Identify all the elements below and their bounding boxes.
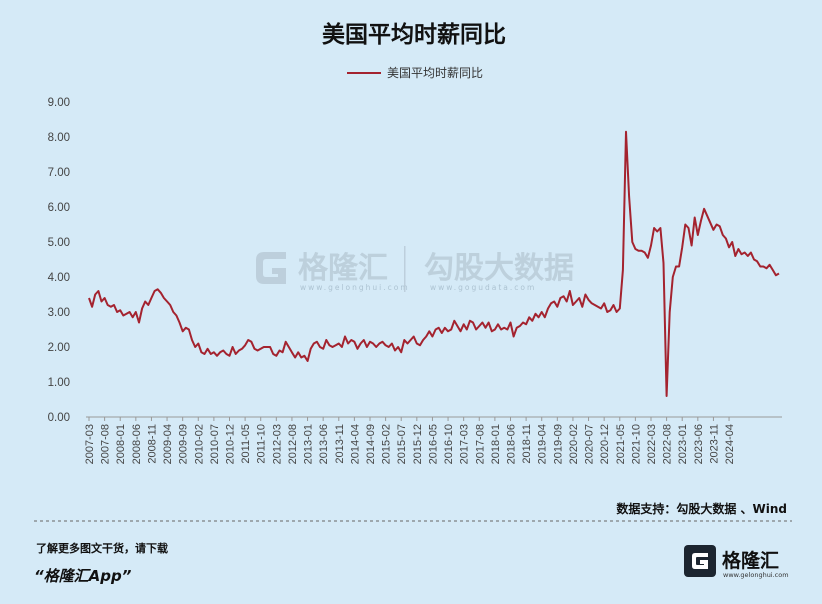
x-tick-label: 2008-06 (131, 424, 143, 464)
x-tick-label: 2020-07 (584, 424, 596, 464)
watermark: 格隆汇 www.gelonghui.com 勾股大数据 www.gogudata… (256, 246, 574, 292)
x-tick-label: 2010-12 (224, 424, 236, 464)
y-tick-label: 5.00 (48, 237, 70, 249)
x-tick-label: 2014-04 (349, 424, 361, 464)
brand-url: www.gelonghui.com (723, 571, 789, 579)
x-tick-label: 2009-04 (162, 424, 174, 464)
x-tick-label: 2007-08 (100, 424, 112, 464)
x-tick-label: 2012-08 (287, 424, 299, 464)
x-tick-label: 2017-03 (459, 424, 471, 464)
y-tick-label: 3.00 (48, 307, 70, 319)
y-tick-label: 0.00 (48, 412, 70, 424)
brand-name: 格隆汇 (722, 549, 779, 572)
watermark-brand-en: www.gelonghui.com (300, 283, 410, 292)
x-tick-label: 2022-08 (662, 424, 674, 464)
x-tick-label: 2016-05 (427, 424, 439, 464)
promo-line-1: 了解更多图文干货，请下载 (36, 541, 168, 555)
watermark-divider (404, 246, 406, 292)
x-tick-label: 2018-06 (505, 424, 517, 464)
x-tick-label: 2015-12 (412, 424, 424, 464)
y-tick-label: 1.00 (48, 377, 70, 389)
y-tick-label: 9.00 (48, 97, 70, 109)
x-tick-label: 2020-12 (599, 424, 611, 464)
y-tick-label: 7.00 (48, 167, 70, 179)
gelonghui-logo-icon (256, 252, 286, 284)
x-tick-label: 2010-02 (193, 424, 205, 464)
x-tick-label: 2023-01 (677, 424, 689, 464)
x-tick-label: 2019-04 (537, 424, 549, 464)
watermark-brand-cn: 格隆汇 (298, 251, 388, 286)
series-line (88, 130, 780, 397)
legend-label: 美国平均时薪同比 (387, 66, 483, 80)
x-tick-label: 2011-05 (240, 424, 252, 464)
y-tick-label: 8.00 (48, 132, 70, 144)
chart-legend: 美国平均时薪同比 (347, 66, 483, 80)
series-group (88, 130, 780, 397)
chart-title: 美国平均时薪同比 (322, 21, 506, 48)
x-tick-label: 2010-07 (209, 424, 221, 464)
x-tick-label: 2020-02 (568, 424, 580, 464)
watermark-data-en: www.gogudata.com (430, 283, 536, 292)
source-note: 数据支持：勾股大数据 、Wind (616, 501, 787, 516)
brand-logo: 格隆汇 www.gelonghui.com (684, 545, 789, 579)
x-tick-label: 2018-01 (490, 424, 502, 464)
x-tick-label: 2007-03 (84, 424, 96, 464)
x-tick-label: 2023-06 (693, 424, 705, 464)
x-tick-label: 2017-08 (474, 424, 486, 464)
y-tick-label: 6.00 (48, 202, 70, 214)
watermark-data-cn: 勾股大数据 (424, 251, 574, 286)
x-tick-label: 2013-01 (303, 424, 315, 464)
x-tick-label: 2011-10 (256, 424, 268, 464)
x-tick-label: 2012-03 (271, 424, 283, 464)
x-tick-label: 2022-03 (646, 424, 658, 464)
x-tick-label: 2015-07 (396, 424, 408, 464)
x-tick-label: 2013-06 (318, 424, 330, 464)
x-tick-label: 2009-09 (178, 424, 190, 464)
x-tick-label: 2021-10 (630, 424, 642, 464)
y-tick-label: 4.00 (48, 272, 70, 284)
x-axis: 2007-03 2007-08 2008-01 2008-06 2008-11 2009-… (84, 417, 736, 464)
x-tick-label: 2021-05 (615, 424, 627, 464)
x-tick-label: 2024-04 (724, 424, 736, 464)
x-tick-label: 2023-11 (708, 424, 720, 464)
promo-line-2: “格隆汇App” (34, 567, 132, 585)
x-tick-label: 2018-11 (521, 424, 533, 464)
y-tick-label: 2.00 (48, 342, 70, 354)
brand-logo-icon (684, 545, 716, 577)
x-tick-label: 2008-01 (115, 424, 127, 464)
x-tick-label: 2015-02 (381, 424, 393, 464)
x-tick-label: 2013-11 (334, 424, 346, 464)
x-tick-label: 2014-09 (365, 424, 377, 464)
x-tick-label: 2016-10 (443, 424, 455, 464)
x-tick-label: 2008-11 (146, 424, 158, 464)
y-axis: 0.00 1.00 2.00 3.00 4.00 5.00 6.00 7.00 8.00 9.00 (48, 97, 70, 424)
x-tick-label: 2019-09 (552, 424, 564, 464)
